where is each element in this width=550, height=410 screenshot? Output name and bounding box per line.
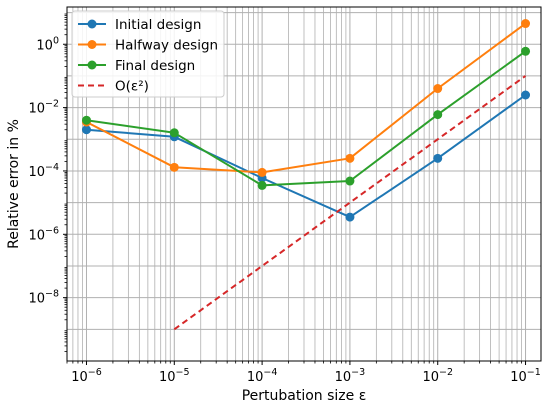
plot-series [81, 19, 531, 331]
x-tick-label: 10−5 [159, 367, 190, 385]
data-point [521, 90, 531, 100]
series-line [86, 22, 527, 174]
x-tick-label: 10−1 [510, 367, 541, 385]
legend-item: Halfway design [78, 38, 218, 54]
legend-item: Initial design [78, 17, 201, 33]
x-tick-label: 10−4 [247, 367, 278, 385]
data-point [433, 110, 443, 120]
y-tick-label: 100 [36, 35, 59, 53]
data-point [521, 19, 531, 29]
y-tick-label: 10−6 [28, 225, 59, 243]
legend-label: Final design [115, 58, 195, 74]
data-point [169, 162, 179, 172]
legend: Initial design Halfway design Final design… [71, 10, 225, 98]
x-tick-label: 10−3 [335, 367, 366, 385]
data-point [81, 125, 91, 135]
y-tick-label: 10−8 [28, 289, 59, 307]
legend-item: Final design [78, 58, 195, 74]
data-point [345, 153, 355, 163]
x-tick-label: 10−6 [71, 367, 102, 385]
series-2 [81, 46, 531, 190]
legend-marker [87, 40, 97, 49]
data-point [433, 153, 443, 163]
series-0 [81, 90, 531, 222]
data-point [257, 180, 267, 190]
y-tick-label: 10−4 [28, 162, 59, 180]
data-point [433, 84, 443, 94]
series-line [86, 94, 527, 219]
axis-ticks: 10−6 10−5 10−4 10−3 10−2 10−1 10−8 10−6 10−4 10−2… [28, 13, 541, 385]
series-line [173, 75, 527, 331]
data-point [521, 46, 531, 56]
legend-label: Halfway design [115, 38, 218, 54]
data-point [81, 115, 91, 125]
legend-label: O(ε²) [115, 79, 149, 95]
legend-item: O(ε²) [78, 79, 149, 95]
legend-label: Initial design [115, 17, 201, 33]
data-point [345, 212, 355, 222]
data-point [257, 167, 267, 177]
x-axis-label: Pertubation size ε [242, 388, 367, 404]
data-point [345, 176, 355, 186]
legend-marker [87, 60, 97, 70]
legend-box [71, 10, 225, 98]
series-line [86, 50, 527, 187]
x-tick-label: 10−2 [422, 367, 453, 385]
data-point [169, 128, 179, 138]
y-tick-label: 10−2 [28, 99, 59, 117]
y-axis-label: Relative error in % [6, 119, 22, 249]
legend-marker [87, 19, 97, 29]
series-3 [173, 75, 527, 331]
